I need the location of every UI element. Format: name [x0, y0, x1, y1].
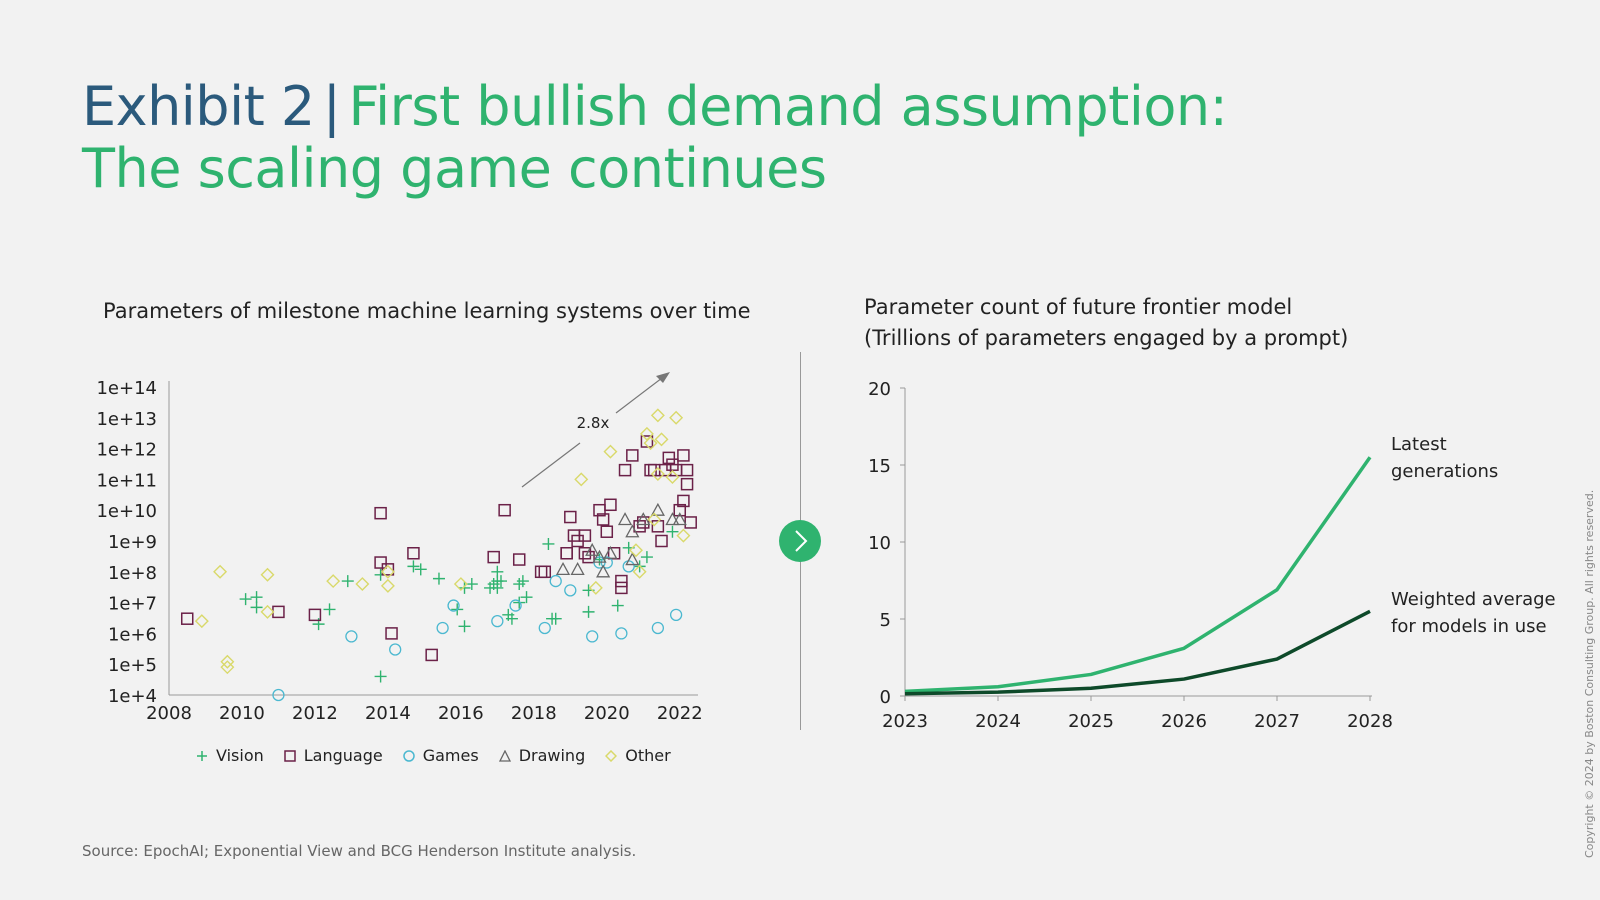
- source-note: Source: EpochAI; Exponential View and BC…: [82, 842, 637, 860]
- trend-annotation: 2.8x: [521, 372, 670, 488]
- svg-text:2026: 2026: [1161, 711, 1207, 732]
- scatter-points: [180, 408, 697, 702]
- svg-text:1e+6: 1e+6: [108, 624, 157, 645]
- title-separator: |: [322, 75, 341, 138]
- legend-label: Language: [303, 746, 383, 765]
- legend-label: Drawing: [518, 746, 586, 765]
- svg-text:2024: 2024: [975, 711, 1021, 732]
- scatter-axes: 1e+4 1e+5 1e+6 1e+7 1e+8 1e+9 1e+10 1e+11 1e+12 1…: [96, 378, 702, 724]
- legend-item-other: Other: [605, 746, 671, 765]
- svg-text:1e+12: 1e+12: [96, 440, 157, 461]
- line-chart-title: Parameter count of future frontier model…: [864, 292, 1348, 354]
- legend-label: Vision: [216, 746, 264, 765]
- headline-line-2: The scaling game continues: [82, 137, 827, 200]
- title-line-1: Exhibit 2 | First bullish demand assumptio…: [82, 75, 1228, 138]
- svg-text:10: 10: [868, 533, 891, 554]
- legend-item-games: Games: [402, 746, 479, 765]
- plus-marker-icon: [197, 750, 207, 761]
- svg-text:2025: 2025: [1068, 711, 1114, 732]
- svg-text:1e+5: 1e+5: [108, 655, 157, 676]
- svg-text:1e+7: 1e+7: [108, 594, 157, 615]
- headline-line-1: First bullish demand assumption:: [348, 75, 1228, 138]
- svg-text:2008: 2008: [146, 703, 192, 724]
- svg-text:2018: 2018: [511, 703, 557, 724]
- svg-text:2027: 2027: [1254, 711, 1300, 732]
- square-marker-icon: [284, 749, 296, 762]
- legend-item-vision: Vision: [196, 746, 264, 765]
- scatter-legend: Vision Language Games Drawing Other: [196, 746, 671, 765]
- svg-text:1e+10: 1e+10: [96, 501, 157, 522]
- next-arrow-button[interactable]: [779, 520, 821, 562]
- svg-text:2012: 2012: [292, 703, 338, 724]
- triangle-marker-icon: [498, 749, 511, 762]
- svg-text:2022: 2022: [657, 703, 703, 724]
- line-chart-title-line-2: (Trillions of parameters engaged by a pr…: [864, 326, 1349, 350]
- line-series: [904, 456, 1372, 696]
- scatter-chart: 1e+4 1e+5 1e+6 1e+7 1e+8 1e+9 1e+10 1e+11 1e+12 1…: [96, 372, 703, 724]
- copyright-note: Copyright © 2024 by Boston Consulting Gr…: [1583, 489, 1596, 858]
- chevron-right-icon: [795, 530, 808, 552]
- svg-text:2028: 2028: [1347, 711, 1393, 732]
- svg-text:5: 5: [880, 610, 891, 631]
- svg-text:2010: 2010: [219, 703, 265, 724]
- legend-label: Games: [422, 746, 479, 765]
- svg-text:1e+8: 1e+8: [108, 563, 157, 584]
- svg-text:2014: 2014: [365, 703, 411, 724]
- legend-item-language: Language: [284, 746, 383, 765]
- svg-text:15: 15: [868, 456, 891, 477]
- svg-text:2023: 2023: [882, 711, 928, 732]
- svg-text:2016: 2016: [438, 703, 484, 724]
- series-label-latest: Latest generations: [1391, 434, 1499, 482]
- svg-text:2.8x: 2.8x: [577, 414, 610, 432]
- svg-text:1e+11: 1e+11: [96, 470, 157, 491]
- line-axes: 0 5 10 15 20 2023 2024 2025 2026 2027 2028: [868, 379, 1393, 732]
- svg-text:0: 0: [880, 687, 891, 708]
- svg-text:20: 20: [868, 379, 891, 400]
- legend-label: Other: [625, 746, 671, 765]
- circle-marker-icon: [402, 749, 415, 762]
- line-chart-title-line-1: Parameter count of future frontier model: [864, 295, 1293, 319]
- legend-item-drawing: Drawing: [498, 746, 586, 765]
- svg-text:1e+13: 1e+13: [96, 409, 157, 430]
- line-chart: 0 5 10 15 20 2023 2024 2025 2026 2027 2028: [868, 379, 1393, 732]
- svg-text:1e+14: 1e+14: [96, 378, 157, 399]
- scatter-chart-title: Parameters of milestone machine learning…: [103, 299, 751, 323]
- page-title: Exhibit 2 | First bullish demand assumptio…: [82, 75, 1228, 200]
- svg-text:1e+4: 1e+4: [108, 686, 157, 707]
- series-label-weighted: Weighted average for models in use: [1391, 589, 1556, 637]
- svg-text:2020: 2020: [584, 703, 630, 724]
- svg-text:1e+9: 1e+9: [108, 532, 157, 553]
- diamond-marker-icon: [605, 749, 618, 762]
- exhibit-label: Exhibit 2: [82, 75, 315, 138]
